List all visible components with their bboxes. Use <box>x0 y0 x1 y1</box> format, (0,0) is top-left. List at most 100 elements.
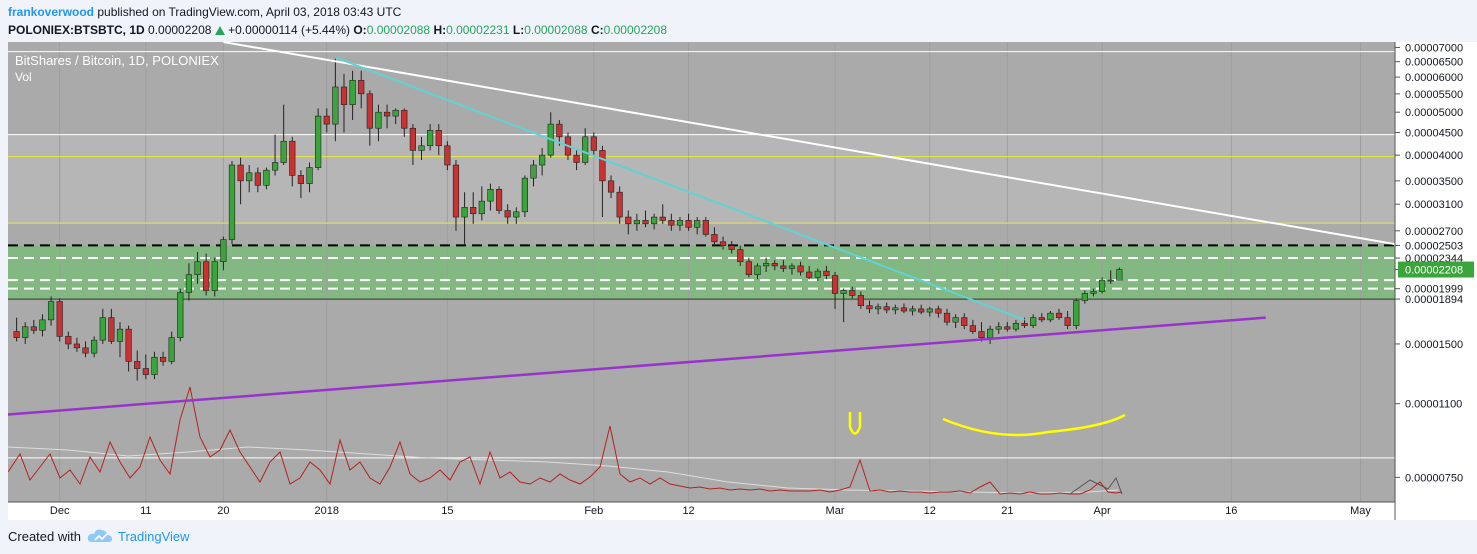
candle-body <box>116 328 124 342</box>
price-chart[interactable]: 0.00007000 0.00006500 0.00006000 0.00005500… <box>8 42 1477 520</box>
candle-body <box>607 180 615 193</box>
candle-down <box>607 175 615 199</box>
candle-body <box>340 86 348 105</box>
candle-body <box>771 263 778 267</box>
highlight-bowl-mark <box>942 413 1126 437</box>
candle-body <box>495 188 503 211</box>
candle-up <box>926 306 933 317</box>
candle-body <box>392 109 399 117</box>
candle-up <box>1098 277 1106 294</box>
candle-up <box>461 192 468 246</box>
author-link[interactable]: frankoverwood <box>8 5 95 19</box>
candle-body <box>194 261 201 275</box>
candle-down <box>358 70 365 109</box>
candle-up <box>763 257 770 272</box>
y-tick-label: 0.00001894 <box>1405 294 1463 306</box>
volume-line-grey <box>1069 476 1123 495</box>
high-value: 0.00002231 <box>446 23 510 37</box>
candle-body <box>599 150 606 182</box>
candle-body <box>427 130 434 147</box>
candle-up <box>539 148 546 176</box>
candle-down <box>444 141 451 171</box>
candle-up <box>1030 314 1037 328</box>
candle-body <box>47 301 55 321</box>
candle-up <box>246 165 253 193</box>
x-tick-label: Dec <box>50 505 70 517</box>
candle-up <box>694 217 701 235</box>
candle-up <box>47 296 55 326</box>
volume-pane <box>8 386 1123 495</box>
candle-body <box>530 164 537 179</box>
candle-body <box>728 245 735 250</box>
candle-up <box>211 257 218 297</box>
candle-body <box>616 191 623 218</box>
candle-body <box>952 317 959 323</box>
support-zone <box>8 245 1395 300</box>
candle-body <box>883 306 890 311</box>
candle-body <box>1047 312 1054 321</box>
x-tick-label: Feb <box>584 505 603 517</box>
candle-body <box>633 220 640 225</box>
candle-down <box>82 341 89 358</box>
candle-down <box>831 271 839 309</box>
candle-body <box>1012 322 1020 330</box>
candle-body <box>418 145 425 151</box>
close-value: 0.00002208 <box>603 23 668 37</box>
candle-body <box>943 312 951 323</box>
y-tick-label: 0.00002700 <box>1405 226 1463 238</box>
candle-body <box>969 325 976 332</box>
candle-up <box>427 124 434 151</box>
candle-body <box>478 200 485 215</box>
candle-up <box>530 160 537 187</box>
chart-header: frankoverwood published on TradingView.c… <box>0 0 1477 42</box>
candle-up <box>375 104 382 142</box>
candle-body <box>995 326 1002 330</box>
candle-body <box>504 210 511 218</box>
candle-body <box>857 295 864 306</box>
candle-up <box>263 167 270 190</box>
candle-body <box>73 343 81 349</box>
candle-body <box>99 317 106 341</box>
candle-body <box>849 290 856 296</box>
candle-down <box>685 213 692 231</box>
candle-body <box>254 172 261 186</box>
candle-down <box>495 186 503 214</box>
x-tick-label: 12 <box>682 505 694 517</box>
candle-body <box>625 216 632 225</box>
candle-down <box>702 217 709 237</box>
candle-up <box>177 288 184 342</box>
candle-down <box>969 319 976 334</box>
y-tick-label: 0.00007000 <box>1405 42 1463 54</box>
candle-body <box>875 306 882 310</box>
chart-legend-title: BitShares / Bitcoin, 1D, POLONIEX <box>15 53 219 68</box>
candle-up <box>116 322 124 358</box>
candle-body <box>203 261 210 291</box>
candle-down <box>797 261 804 276</box>
candle-body <box>409 127 417 151</box>
y-tick-label: 0.00005500 <box>1405 89 1463 101</box>
candle-body <box>435 130 442 147</box>
volume-legend: Vol <box>15 70 32 84</box>
tradingview-brand-link[interactable]: TradingView <box>118 529 190 544</box>
candle-body <box>65 336 72 345</box>
candle-down <box>125 325 132 372</box>
candle-down <box>108 308 115 344</box>
x-tick-label: 12 <box>924 505 936 517</box>
candle-body <box>289 140 296 176</box>
candle-down <box>159 351 167 366</box>
y-tick-label: 0.00004500 <box>1405 127 1463 139</box>
candle-down <box>73 337 81 352</box>
created-with-label: Created with <box>8 529 81 544</box>
candle-body <box>1030 317 1037 326</box>
candle-down <box>590 132 597 156</box>
x-tick-label: 15 <box>441 505 453 517</box>
candle-down <box>383 104 391 129</box>
candle-body <box>358 80 365 95</box>
candle-down <box>642 210 649 228</box>
price-change: +0.00000114 (+5.44%) <box>228 23 350 37</box>
candle-body <box>452 164 460 218</box>
candle-body <box>383 111 391 117</box>
volume-line-red <box>8 386 1123 495</box>
candle-down <box>504 204 511 224</box>
candle-body <box>30 326 37 331</box>
